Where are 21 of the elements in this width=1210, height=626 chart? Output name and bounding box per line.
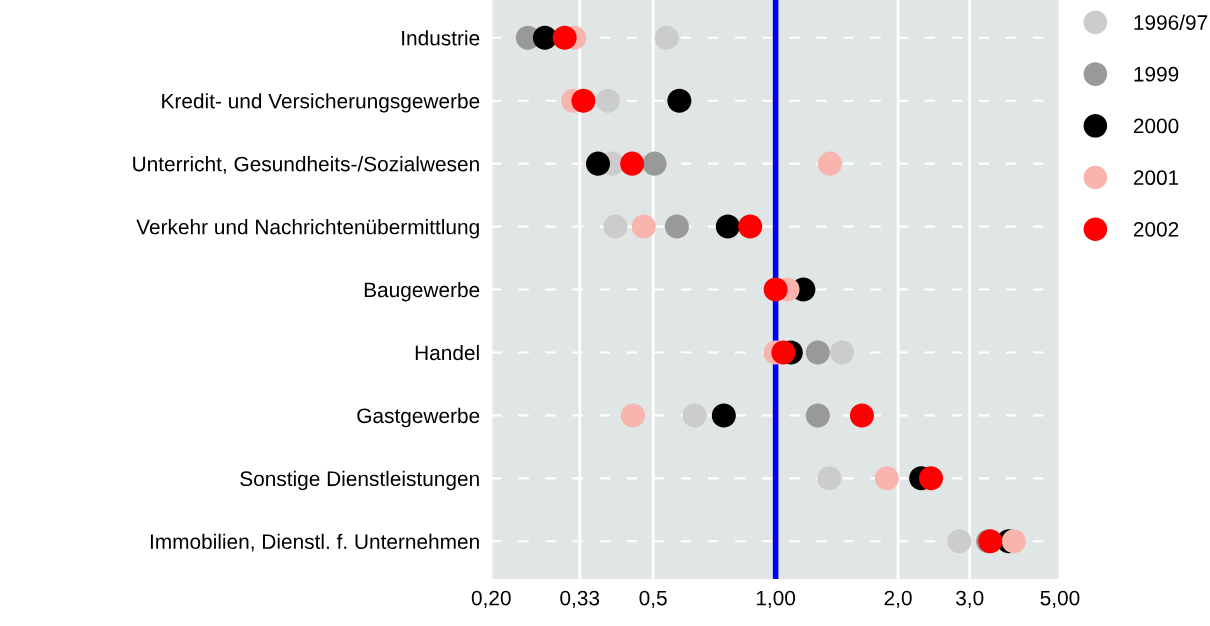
y-tick-label: Handel [415,344,479,361]
legend-label: 2001 [1133,170,1179,186]
x-tick-label: 3,0 [956,590,984,608]
x-tick-label: 2,0 [884,590,912,608]
y-tick-label: Verkehr und Nachrichtenübermittlung [136,219,479,239]
y-tick-label: Industrie [402,30,480,46]
y-tick-label: Kredit- und Versicherungsgewerbe [162,93,480,113]
y-tick-label: Unterricht, Gesundheits-/Sozialwesen [133,156,479,174]
y-tick-label: Baugewerbe [364,281,480,302]
legend-label: 1999 [1134,66,1179,82]
x-tick-label: 0,20 [471,590,511,608]
legend-label: 2002 [1133,221,1179,237]
x-tick-label: 5,00 [1040,590,1080,608]
x-tick-label: 1,00 [756,590,796,608]
y-tick-label: Sonstige Dienstleistungen [240,470,479,491]
x-tick-label: 0,33 [560,590,600,608]
y-tick-label: Gastgewerbe [357,407,480,428]
legend-label: 1996/97 [1134,14,1208,30]
legend-label: 2000 [1133,118,1179,134]
y-tick-label: Immobilien, Dienstl. f. Unternehmen [150,533,479,552]
x-tick-label: 0,5 [639,590,667,608]
